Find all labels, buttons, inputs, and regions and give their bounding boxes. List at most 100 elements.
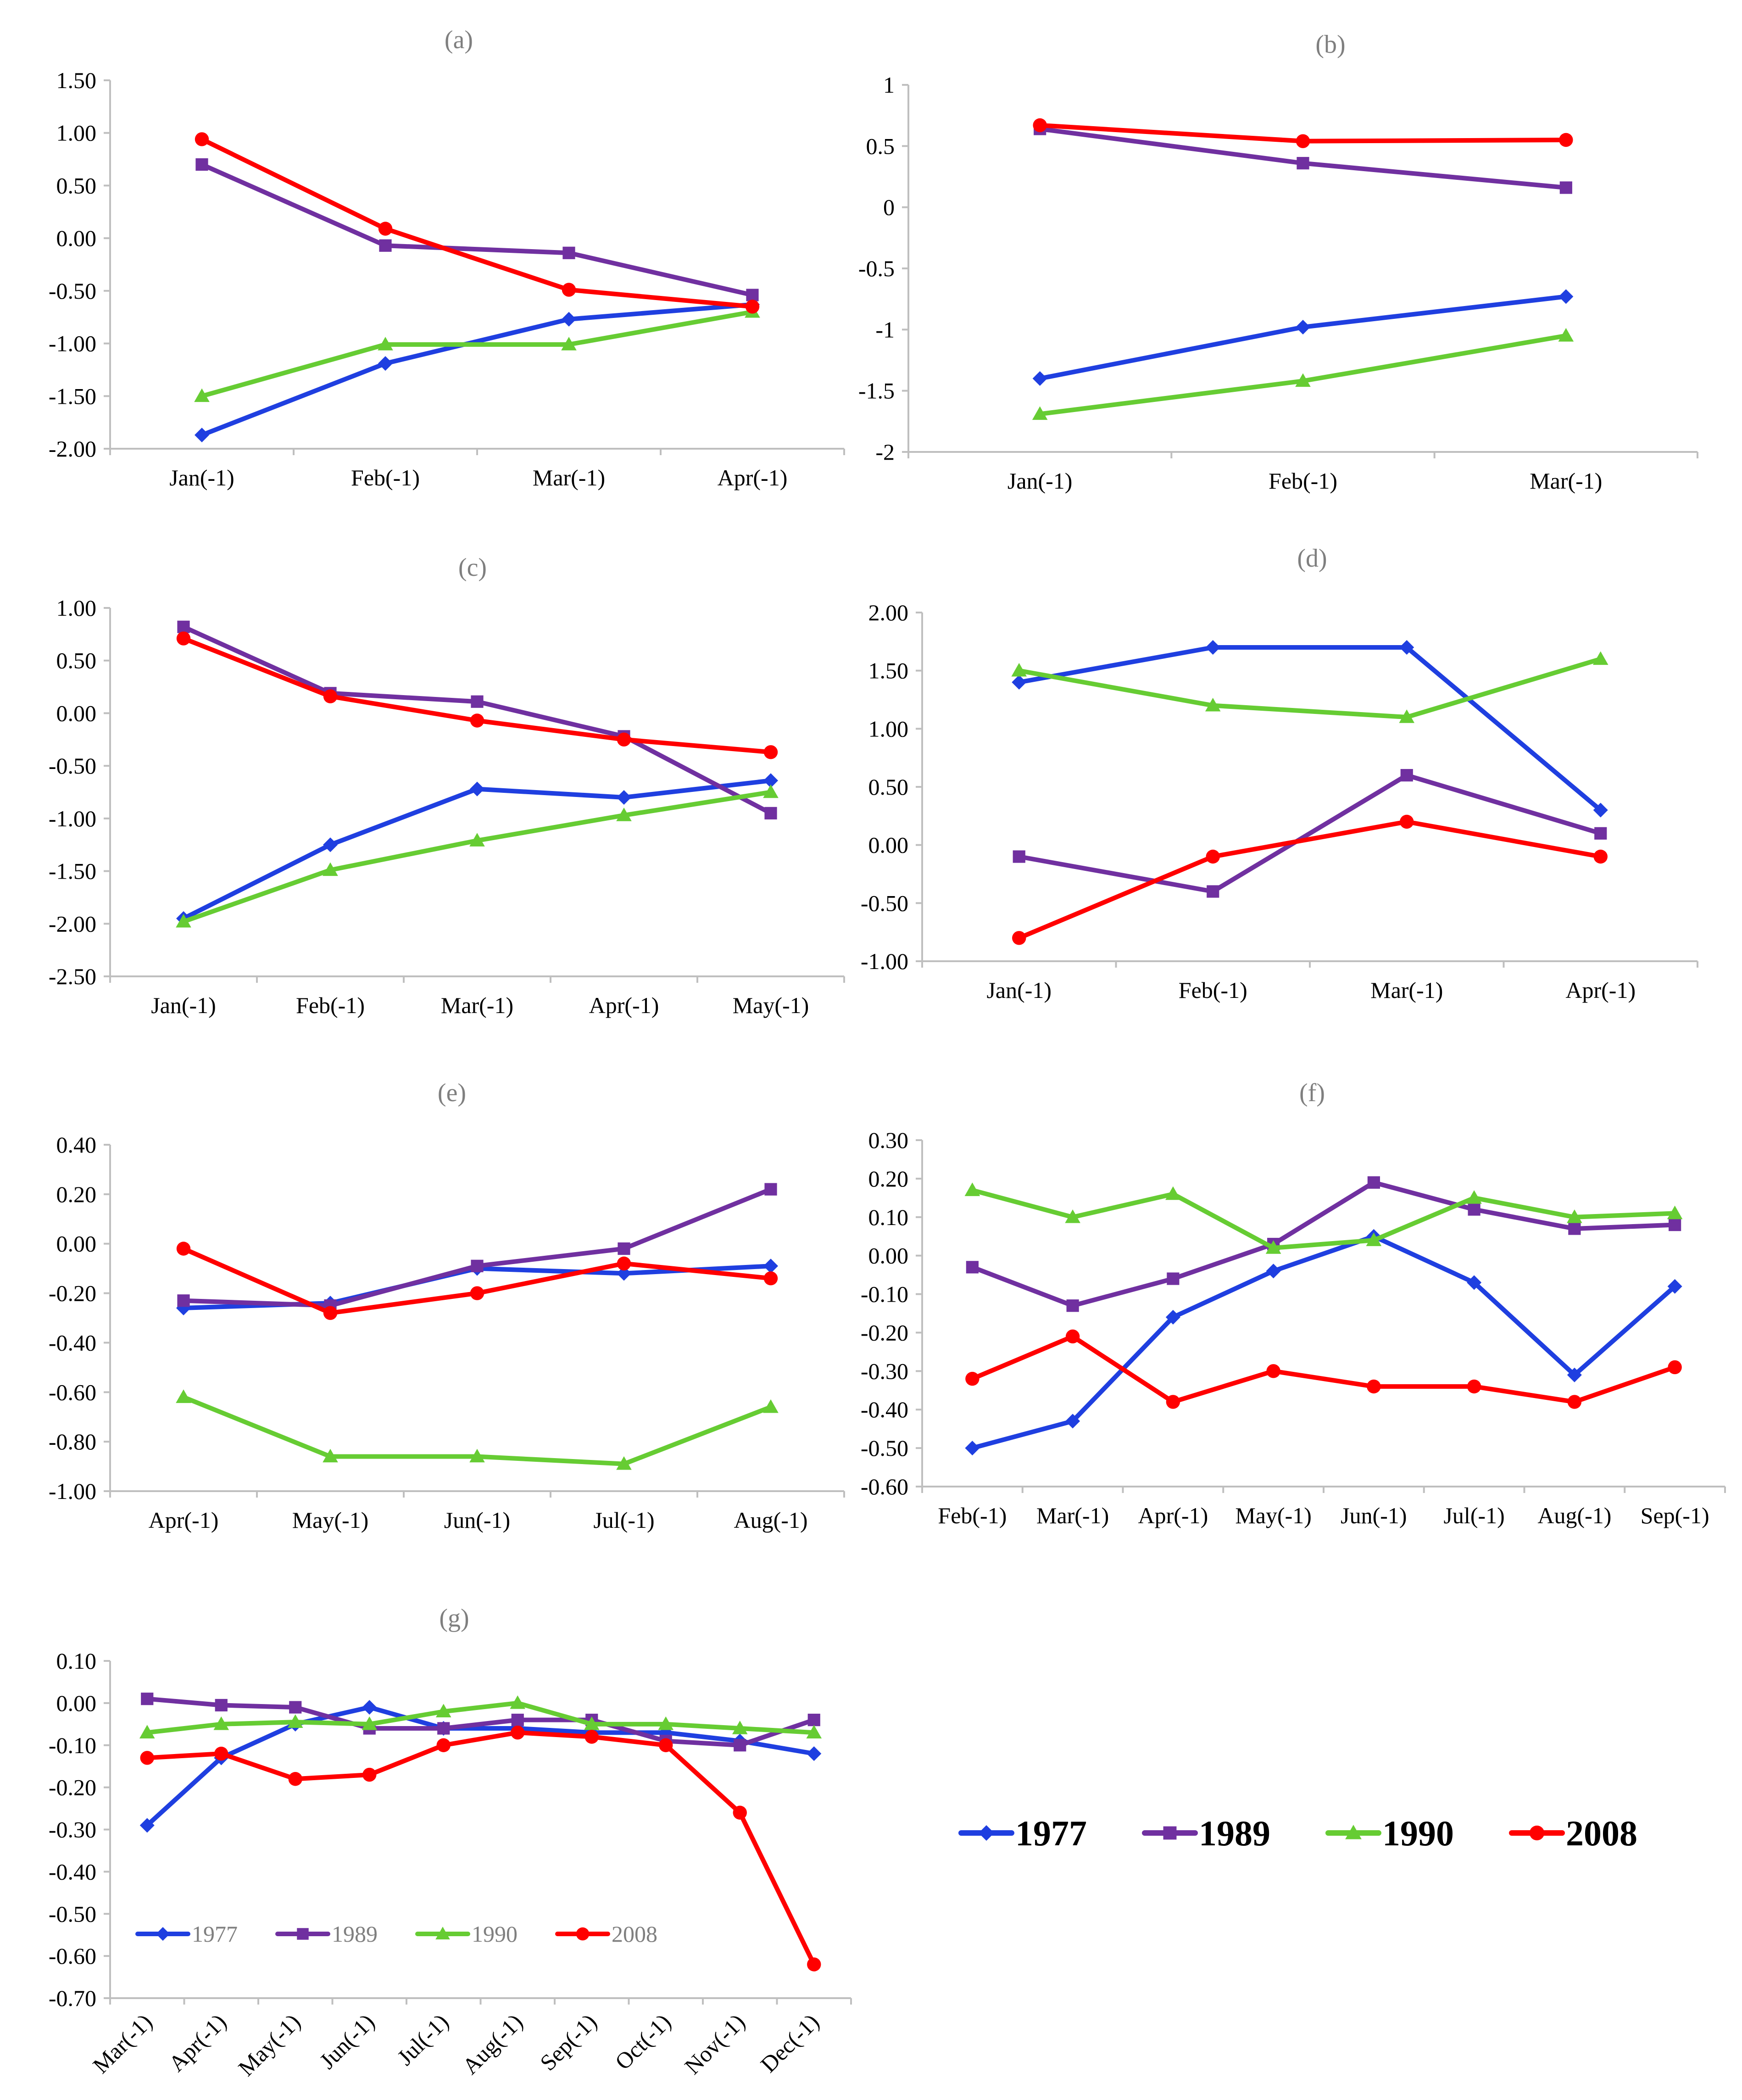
data-point-1990	[1011, 663, 1027, 677]
chart-panel: (a) 1.50 1.00 0.50 0.00 -0.50 -1.00 -1.50 -2.00 J…	[49, 26, 845, 490]
data-point-1977	[139, 1818, 155, 1833]
series-line-1977	[145, 1705, 817, 1828]
x-tick-label: Jul(-1)	[1443, 1503, 1504, 1528]
x-tick-label: Jun(-1)	[314, 2009, 379, 2074]
data-point-1989	[966, 1261, 979, 1274]
data-point-1990	[732, 1721, 748, 1734]
data-point-2008	[323, 1306, 338, 1320]
data-point-1990	[763, 1399, 779, 1413]
x-tick-label: May(-1)	[233, 2009, 305, 2081]
data-point-1989	[1568, 1222, 1581, 1235]
data-point-1990	[323, 1448, 338, 1463]
data-point-1977	[807, 1746, 822, 1761]
data-point-1990	[1032, 406, 1048, 420]
series-line-1977	[200, 302, 755, 438]
legend-marker-2008	[1529, 1825, 1545, 1841]
y-tick-label: 0.50	[868, 774, 909, 800]
series-line-1990	[200, 309, 755, 399]
series-line-1990	[145, 1700, 817, 1735]
data-point-1989	[471, 695, 484, 708]
data-point-1990	[194, 388, 210, 402]
data-point-2008	[1206, 849, 1220, 864]
data-point-2008	[1668, 1360, 1682, 1375]
series-line-2008	[181, 636, 773, 755]
y-tick-label: -0.70	[49, 1985, 96, 2011]
y-tick-label: -0.50	[49, 753, 96, 779]
data-point-1989	[195, 158, 208, 171]
data-point-2008	[1467, 1379, 1481, 1394]
x-tick-label: Apr(-1)	[149, 1507, 219, 1533]
data-point-2008	[195, 132, 209, 146]
data-point-1989	[1468, 1203, 1480, 1216]
data-point-1989	[141, 1693, 154, 1705]
y-tick-label: -0.50	[861, 1435, 908, 1461]
data-point-2008	[362, 1767, 377, 1782]
data-point-1990	[510, 1695, 526, 1709]
x-tick-label: Nov(-1)	[679, 2009, 750, 2079]
series-line-1989	[970, 1180, 1677, 1308]
y-tick-label: 1.00	[56, 595, 97, 621]
data-point-1977	[1266, 1264, 1281, 1279]
data-point-1989	[1207, 885, 1219, 898]
y-tick-label: 2.00	[868, 600, 909, 625]
x-tick-label: Apr(-1)	[1138, 1503, 1208, 1528]
x-tick-label: Jul(-1)	[392, 2009, 454, 2070]
x-tick-label: Mar(-1)	[441, 992, 513, 1018]
data-point-2008	[1367, 1379, 1381, 1394]
x-tick-label: May(-1)	[292, 1507, 369, 1533]
y-tick-label: 1	[883, 72, 895, 98]
y-tick-label: -1.50	[49, 858, 96, 884]
y-tick-label: -0.20	[49, 1281, 96, 1306]
y-tick-label: 1.00	[868, 716, 909, 741]
x-tick-label: Feb(-1)	[1269, 468, 1337, 494]
x-tick-label: Feb(-1)	[938, 1503, 1007, 1528]
data-point-1989	[618, 1242, 630, 1255]
data-point-2008	[1166, 1395, 1180, 1409]
data-point-1977	[1558, 289, 1574, 304]
y-tick-label: -1.5	[858, 378, 895, 404]
legend-marker-1989	[1163, 1826, 1177, 1840]
series-line-1990	[181, 790, 773, 924]
data-point-1990	[763, 784, 779, 798]
y-tick-label: 0.50	[56, 173, 97, 198]
data-point-1990	[561, 337, 577, 351]
legend-label-1990: 1990	[472, 1921, 518, 1947]
x-tick-label: Aug(-1)	[1537, 1503, 1611, 1528]
y-tick-label: 0.30	[868, 1127, 909, 1153]
chart-panel: (g) 0.10 0.00 -0.10 -0.20 -0.30 -0.40 -0.50 -0.6…	[49, 1604, 852, 2081]
panel-label-f: (f)	[1299, 1079, 1325, 1107]
data-point-1989	[177, 620, 190, 633]
y-tick-label: -0.5	[858, 256, 895, 281]
x-tick-label: Mar(-1)	[1370, 977, 1443, 1003]
series-line-1977	[1037, 294, 1569, 381]
data-point-1989	[1167, 1272, 1180, 1285]
data-point-1977	[1205, 640, 1220, 655]
data-point-2008	[1559, 133, 1573, 147]
x-tick-label: Sep(-1)	[1641, 1503, 1709, 1528]
chart-panel: (f) 0.30 0.20 0.10 0.00 -0.10 -0.20 -0.30 -0.40 -…	[861, 1079, 1726, 1528]
data-point-1977	[1467, 1275, 1482, 1290]
y-tick-label: 0.10	[868, 1204, 909, 1230]
chart-panel: (c) 1.00 0.50 0.00 -0.50 -1.00 -1.50 -2.00 -2.50…	[49, 553, 845, 1018]
data-point-2008	[1266, 1364, 1280, 1378]
x-tick-label: Jan(-1)	[169, 465, 234, 490]
shared-legend: 1977 1989 1990 2008	[958, 1813, 1637, 1853]
data-point-1989	[1594, 827, 1607, 840]
x-tick-label: Sep(-1)	[535, 2009, 602, 2076]
legend-label-2008: 2008	[1566, 1813, 1637, 1853]
y-tick-label: -0.30	[49, 1817, 96, 1843]
y-tick-label: 0.00	[868, 832, 909, 858]
data-point-1990	[964, 1182, 980, 1196]
x-tick-label: Mar(-1)	[88, 2009, 157, 2078]
data-point-2008	[140, 1751, 154, 1765]
x-tick-label: Jul(-1)	[593, 1507, 654, 1533]
x-tick-label: Dec(-1)	[756, 2009, 824, 2078]
legend-marker-1989	[297, 1928, 309, 1940]
series-line-2008	[970, 1334, 1677, 1404]
legend-label-1989: 1989	[1199, 1813, 1270, 1853]
data-point-1990	[176, 1389, 191, 1403]
series-line-1989	[1017, 773, 1603, 894]
y-tick-label: -1.00	[49, 806, 96, 831]
data-point-1989	[289, 1701, 302, 1714]
